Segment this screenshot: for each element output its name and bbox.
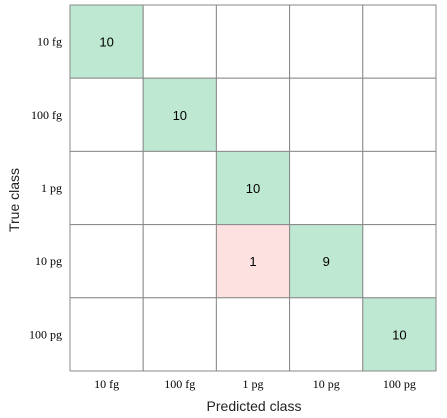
matrix-cell-r2-c0 — [69, 150, 144, 226]
y-tick-label: 10 fg — [37, 35, 62, 49]
x-tick-labels: 10 fg 100 fg 1 pg 10 pg 100 pg — [94, 377, 416, 391]
matrix-cell-r1-c2 — [215, 77, 291, 152]
cell-value-r1-c1: 10 — [173, 108, 187, 123]
y-tick-label: 1 pg — [41, 181, 62, 195]
matrix-cells — [69, 4, 437, 372]
matrix-cell-r3-c2 — [215, 224, 291, 299]
y-axis-title: True class — [6, 168, 22, 232]
x-axis-title: Predicted class — [207, 398, 302, 414]
matrix-cell-r2-c1 — [142, 150, 217, 226]
matrix-cell-r1-c3 — [289, 77, 364, 152]
matrix-cell-r3-c4 — [362, 224, 437, 299]
matrix-cell-r3-c1 — [142, 224, 217, 299]
matrix-cell-r4-c2 — [215, 297, 291, 372]
y-tick-label: 100 pg — [29, 327, 62, 341]
matrix-cell-r2-c2 — [215, 150, 291, 226]
matrix-cell-r1-c0 — [69, 77, 144, 152]
matrix-cell-r4-c3 — [289, 297, 364, 372]
matrix-cell-r1-c4 — [362, 77, 437, 152]
x-tick-label: 100 pg — [383, 377, 416, 391]
matrix-cell-r3-c0 — [69, 224, 144, 299]
y-tick-label: 100 fg — [31, 108, 62, 122]
matrix-cell-r0-c0 — [69, 4, 144, 79]
cell-value-r2-c2: 10 — [246, 181, 260, 196]
x-tick-label: 10 pg — [313, 377, 340, 391]
matrix-cell-r4-c1 — [142, 297, 217, 372]
cell-value-r3-c3: 9 — [323, 254, 330, 269]
x-tick-label: 1 pg — [243, 377, 264, 391]
cell-value-r0-c0: 10 — [99, 35, 113, 50]
matrix-cell-r3-c3 — [289, 224, 364, 299]
y-tick-labels: 10 fg 100 fg 1 pg 10 pg 100 pg — [29, 35, 62, 342]
y-tick-label: 10 pg — [35, 254, 62, 268]
x-tick-label: 100 fg — [164, 377, 195, 391]
matrix-cell-r4-c0 — [69, 297, 144, 372]
x-tick-label: 10 fg — [94, 377, 119, 391]
matrix-cell-r2-c4 — [362, 150, 437, 226]
matrix-cell-r0-c4 — [362, 4, 437, 79]
cell-value-r4-c4: 10 — [392, 327, 406, 342]
cell-value-r3-c2: 1 — [249, 254, 256, 269]
matrix-cell-r4-c4 — [362, 297, 437, 372]
matrix-cell-r0-c1 — [142, 4, 217, 79]
cell-values: 10 10 10 1 9 10 — [99, 35, 406, 343]
matrix-cell-r2-c3 — [289, 150, 364, 226]
matrix-cell-r0-c3 — [289, 4, 364, 79]
matrix-cell-r0-c2 — [215, 4, 291, 79]
